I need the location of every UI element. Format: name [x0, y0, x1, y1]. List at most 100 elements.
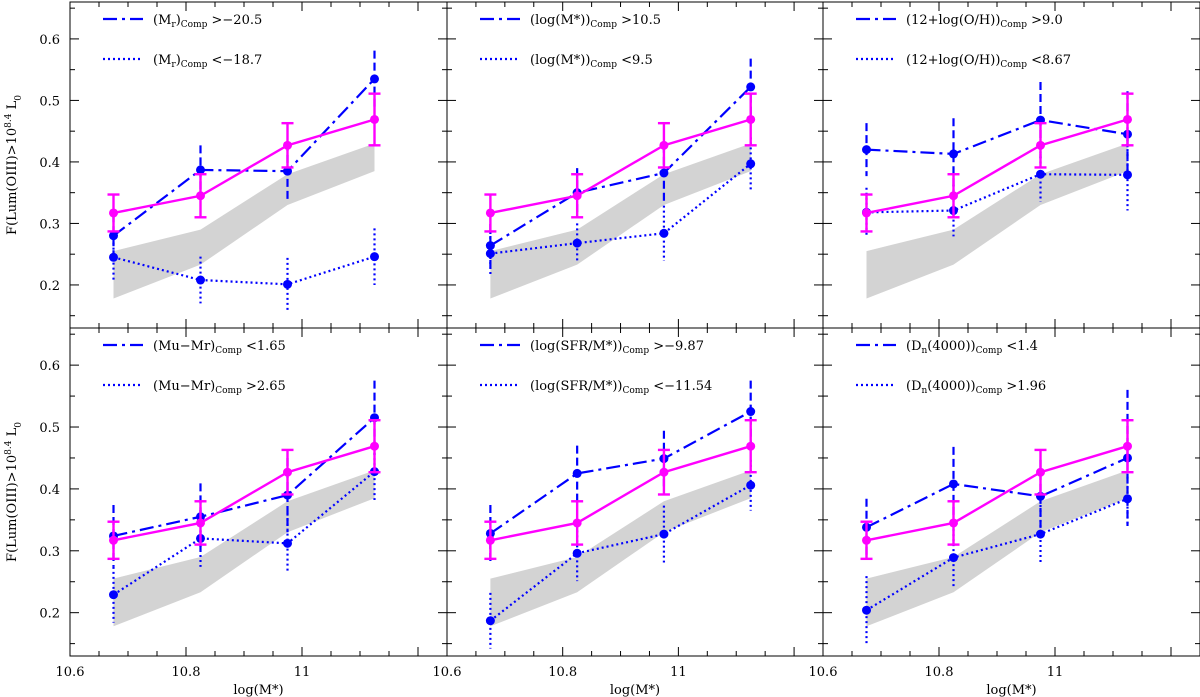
y-axis-title: F(Lum(OIII)>108.4 L0 — [4, 422, 24, 562]
ticks — [69, 328, 448, 656]
legend-label: (log(SFR/M*))Comp >−9.87 — [530, 339, 704, 356]
data-point — [1123, 170, 1132, 180]
reference-point — [746, 441, 756, 451]
data-point — [949, 553, 958, 563]
data-point — [746, 159, 756, 169]
panel-2: (log(M*))Comp >10.5 (log(M*))Comp <9.5 — [446, 1, 824, 329]
series-dotted — [862, 471, 1132, 645]
y-tick-label: 0.5 — [39, 421, 60, 436]
data-point — [109, 590, 118, 600]
data-point — [485, 249, 495, 259]
legend-label: (12+log(O/H))Comp >9.0 — [906, 13, 1063, 30]
series-line-dotted — [490, 162, 752, 255]
data-point — [572, 238, 582, 248]
data-point — [1123, 494, 1132, 504]
data-point — [949, 149, 958, 159]
series-reference — [484, 419, 757, 561]
legend-label: (Mr)Comp >−20.5 — [153, 13, 262, 30]
ticks — [69, 2, 448, 328]
series-dotted — [485, 137, 756, 276]
reference-point — [949, 191, 958, 201]
data-point — [109, 231, 118, 241]
series-reference — [860, 92, 1134, 233]
y-tick-label: 0.5 — [39, 94, 60, 109]
data-point — [283, 279, 292, 289]
data-point — [572, 548, 582, 558]
reference-point — [659, 467, 669, 477]
data-point — [746, 480, 756, 490]
data-point — [746, 407, 756, 417]
x-tick-label: 10.6 — [56, 665, 85, 680]
x-tick-label: 10.8 — [548, 665, 577, 680]
reference-line — [490, 445, 752, 542]
data-point — [283, 166, 292, 176]
y-axis-title: F(Lum(OIII)>108.4 L0 — [4, 95, 24, 235]
series-reference — [860, 419, 1134, 561]
reference-point — [862, 208, 871, 218]
legend: (Mr)Comp >−20.5 (Mr)Comp <−18.7 — [103, 13, 262, 70]
data-point — [370, 252, 379, 262]
x-tick-label: 10.8 — [172, 665, 201, 680]
series-line-dotted — [865, 497, 1128, 612]
reference-point — [1123, 441, 1132, 451]
series-line-dashdot — [489, 86, 752, 247]
legend: (log(SFR/M*))Comp >−9.87 (log(SFR/M*))Com… — [480, 339, 712, 396]
reference-point — [109, 208, 118, 218]
legend: (Dn(4000))Comp <1.4 (Dn(4000))Comp >1.96 — [856, 339, 1046, 396]
reference-point — [196, 191, 205, 201]
data-point — [109, 252, 118, 262]
legend-label: (Dn(4000))Comp >1.96 — [906, 379, 1046, 396]
data-point — [659, 168, 669, 178]
x-axis-title: log(M*) — [233, 683, 283, 697]
y-tick-label: 0.2 — [39, 607, 60, 622]
y-tick-label: 0.2 — [39, 279, 60, 294]
x-tick-label: 11 — [670, 665, 687, 680]
plot-area — [484, 380, 757, 649]
shaded-band — [866, 470, 1128, 627]
legend-label: (log(SFR/M*))Comp <−11.54 — [530, 379, 712, 396]
legend-label: (log(M*))Comp <9.5 — [530, 53, 653, 70]
plot-area — [107, 50, 381, 311]
data-point — [370, 74, 379, 84]
x-tick-label: 11 — [1047, 665, 1064, 680]
reference-line — [866, 445, 1128, 542]
plot-area — [860, 81, 1134, 299]
y-tick-label: 0.6 — [39, 33, 60, 48]
series-line-dashdot — [866, 118, 1128, 156]
reference-point — [283, 140, 292, 150]
legend-label: (log(M*))Comp >10.5 — [530, 13, 661, 30]
y-tick-label: 0.4 — [39, 483, 60, 498]
plot-area — [484, 58, 757, 299]
reference-line — [490, 118, 752, 215]
panel-1: 0.2 0.3 0.4 0.5 0.6 (Mr)Comp >−20.5 (Mr)Comp <… — [39, 1, 448, 329]
shaded-band — [113, 470, 375, 627]
series-line-dotted — [112, 470, 376, 596]
reference-point — [1036, 467, 1045, 477]
legend-label: (Dn(4000))Comp <1.4 — [906, 339, 1038, 356]
ticks — [446, 328, 824, 656]
x-tick-label: 11 — [294, 665, 311, 680]
data-point — [485, 616, 495, 626]
ticks — [446, 2, 824, 328]
legend: (Mu−Mr)Comp <1.65 (Mu−Mr)Comp >2.65 — [103, 339, 286, 396]
series-line-dashdot — [489, 410, 752, 535]
x-axis-title: log(M*) — [986, 683, 1036, 697]
shaded-band — [490, 470, 751, 627]
y-tick-label: 0.6 — [39, 359, 60, 374]
panel-frame — [822, 327, 1200, 657]
data-point — [196, 275, 205, 285]
series-line-dashdot — [866, 456, 1128, 529]
data-point — [485, 241, 495, 251]
reference-point — [485, 208, 495, 218]
data-point — [1036, 169, 1045, 179]
data-point — [659, 228, 669, 238]
x-tick-label: 10.8 — [925, 665, 954, 680]
reference-point — [109, 535, 118, 545]
data-point — [746, 82, 756, 92]
legend: (12+log(O/H))Comp >9.0 (12+log(O/H))Comp … — [856, 13, 1071, 70]
data-point — [949, 479, 958, 489]
x-tick-label: 10.6 — [809, 665, 838, 680]
panel-3: (12+log(O/H))Comp >9.0 (12+log(O/H))Comp … — [822, 1, 1200, 329]
reference-point — [746, 114, 756, 124]
series-reference — [107, 419, 381, 561]
